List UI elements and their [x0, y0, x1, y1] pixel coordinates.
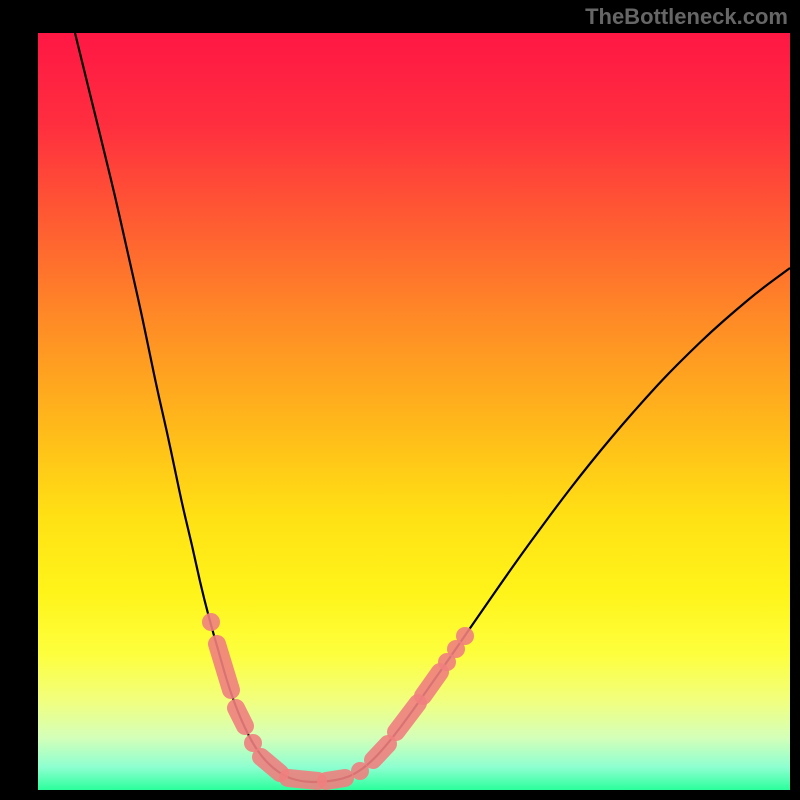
marker-pill: [326, 778, 345, 781]
marker-pill: [236, 708, 245, 726]
marker-pill: [288, 778, 318, 781]
marker-dot: [456, 627, 474, 645]
marker-dot: [202, 613, 220, 631]
watermark: TheBottleneck.com: [585, 4, 788, 30]
chart-plot: [0, 0, 800, 800]
marker-pill: [373, 744, 388, 760]
plot-background: [38, 33, 790, 790]
marker-pill: [261, 757, 280, 773]
